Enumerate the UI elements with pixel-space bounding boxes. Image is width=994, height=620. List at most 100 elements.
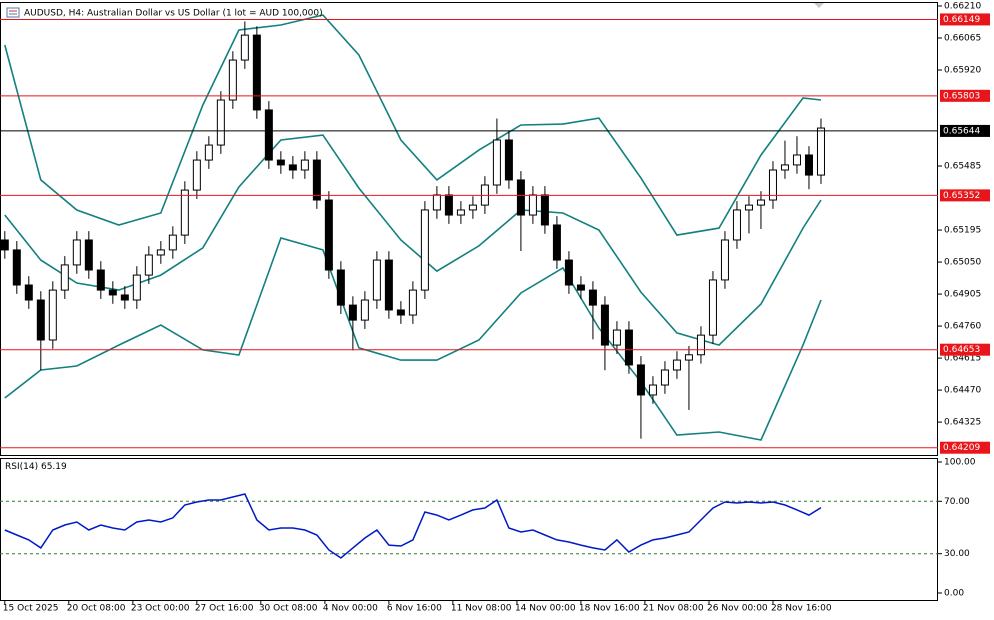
candle-body [180, 189, 189, 236]
candle-body [108, 289, 117, 296]
candle-body [708, 279, 717, 336]
candle-body [24, 284, 33, 301]
y-tick-label: 0.64470 [944, 386, 981, 396]
candle-body [204, 144, 213, 161]
x-tick-label: 27 Oct 16:00 [195, 604, 254, 614]
candle-body [144, 254, 153, 276]
candle-body [0, 239, 9, 251]
price-level-tag [940, 89, 990, 102]
candle-body [120, 294, 129, 301]
candle-body [288, 164, 297, 171]
y-tick-label: 0.64615 [944, 354, 981, 364]
price-level-tag [940, 13, 990, 26]
candle-body [780, 164, 789, 171]
candle-body [456, 209, 465, 216]
candle-body [84, 239, 93, 271]
candle-body [444, 194, 453, 216]
rsi-y-tick-label: 100.00 [944, 458, 976, 468]
candle-body [744, 204, 753, 211]
price-level-label: 0.64653 [943, 345, 980, 355]
candle-body [60, 264, 69, 291]
scroll-marker [814, 3, 824, 8]
candle-body [240, 34, 249, 61]
candle-body [564, 259, 573, 286]
x-tick-label: 6 Nov 16:00 [387, 604, 442, 614]
y-tick-label: 0.65050 [944, 258, 981, 268]
price-level-label: 0.65644 [943, 126, 980, 136]
candle-body [768, 169, 777, 201]
candle-body [300, 159, 309, 171]
candle-body [612, 329, 621, 346]
rsi-frame [0, 458, 938, 601]
candle-body [276, 159, 285, 166]
candle-body [36, 299, 45, 341]
candle-body [468, 204, 477, 211]
candle-body [528, 194, 537, 216]
rsi-name: RSI(14) [5, 462, 38, 472]
candle-body [648, 384, 657, 396]
candle-body [228, 59, 237, 101]
candle-body [216, 99, 225, 146]
candle-body [588, 289, 597, 306]
chart-title: AUDUSD, H4: Australian Dollar vs US Doll… [24, 9, 323, 19]
candle-body [96, 269, 105, 291]
candle-body [600, 304, 609, 346]
candle-body [252, 34, 261, 111]
candle-body [156, 249, 165, 256]
price-level-label: 0.66149 [943, 15, 980, 25]
price-level-tag [940, 441, 990, 454]
x-tick-label: 18 Nov 16:00 [579, 604, 640, 614]
candle-body [372, 259, 381, 301]
y-tick-label: 0.64325 [944, 418, 981, 428]
candle-body [684, 354, 693, 361]
price-level-label: 0.65803 [943, 91, 980, 101]
candle-body [348, 304, 357, 321]
candle-body [432, 194, 441, 211]
y-tick-label: 0.65485 [944, 162, 981, 172]
candle-body [816, 127, 825, 176]
candle-body [756, 199, 765, 206]
candle-body [396, 309, 405, 316]
symbol-icon [6, 7, 20, 18]
price-level-tag [940, 343, 990, 356]
y-tick-label: 0.65920 [944, 65, 981, 75]
y-tick-label: 0.64905 [944, 290, 981, 300]
price-level-label: 0.64209 [943, 443, 980, 453]
candle-body [540, 194, 549, 226]
price-level-tag [940, 124, 990, 137]
x-tick-label: 28 Nov 16:00 [771, 604, 832, 614]
rsi-y-tick-label: 30.00 [944, 549, 970, 559]
candle-body [132, 274, 141, 301]
candle-body [336, 269, 345, 306]
candle-body [192, 159, 201, 191]
candle-body [324, 199, 333, 271]
rsi-line [4, 493, 822, 559]
candle-body [312, 159, 321, 201]
y-tick-label: 0.64760 [944, 322, 981, 332]
candle-body [624, 329, 633, 366]
candle-body [420, 209, 429, 291]
candle-body [576, 284, 585, 291]
x-tick-label: 15 Oct 2025 [3, 604, 59, 614]
x-tick-label: 26 Nov 00:00 [707, 604, 768, 614]
price-level-tag [940, 189, 990, 202]
candle-body [636, 364, 645, 396]
candle-body [492, 139, 501, 186]
rsi-last-value: 65.19 [41, 462, 67, 472]
candle-body [516, 179, 525, 216]
x-tick-label: 21 Nov 08:00 [643, 604, 704, 614]
y-tick-label: 0.65195 [944, 226, 981, 236]
bollinger-lower [4, 237, 822, 441]
rsi-title: RSI(14) 65.19 [5, 462, 67, 472]
y-tick-label: 0.66065 [944, 33, 981, 43]
candle-body [720, 239, 729, 281]
candle-body [264, 109, 273, 161]
candle-body [408, 289, 417, 316]
bollinger-upper [4, 14, 822, 236]
candle-body [72, 239, 81, 266]
candle-body [732, 209, 741, 241]
candle-body [804, 154, 813, 176]
candle-body [672, 359, 681, 371]
